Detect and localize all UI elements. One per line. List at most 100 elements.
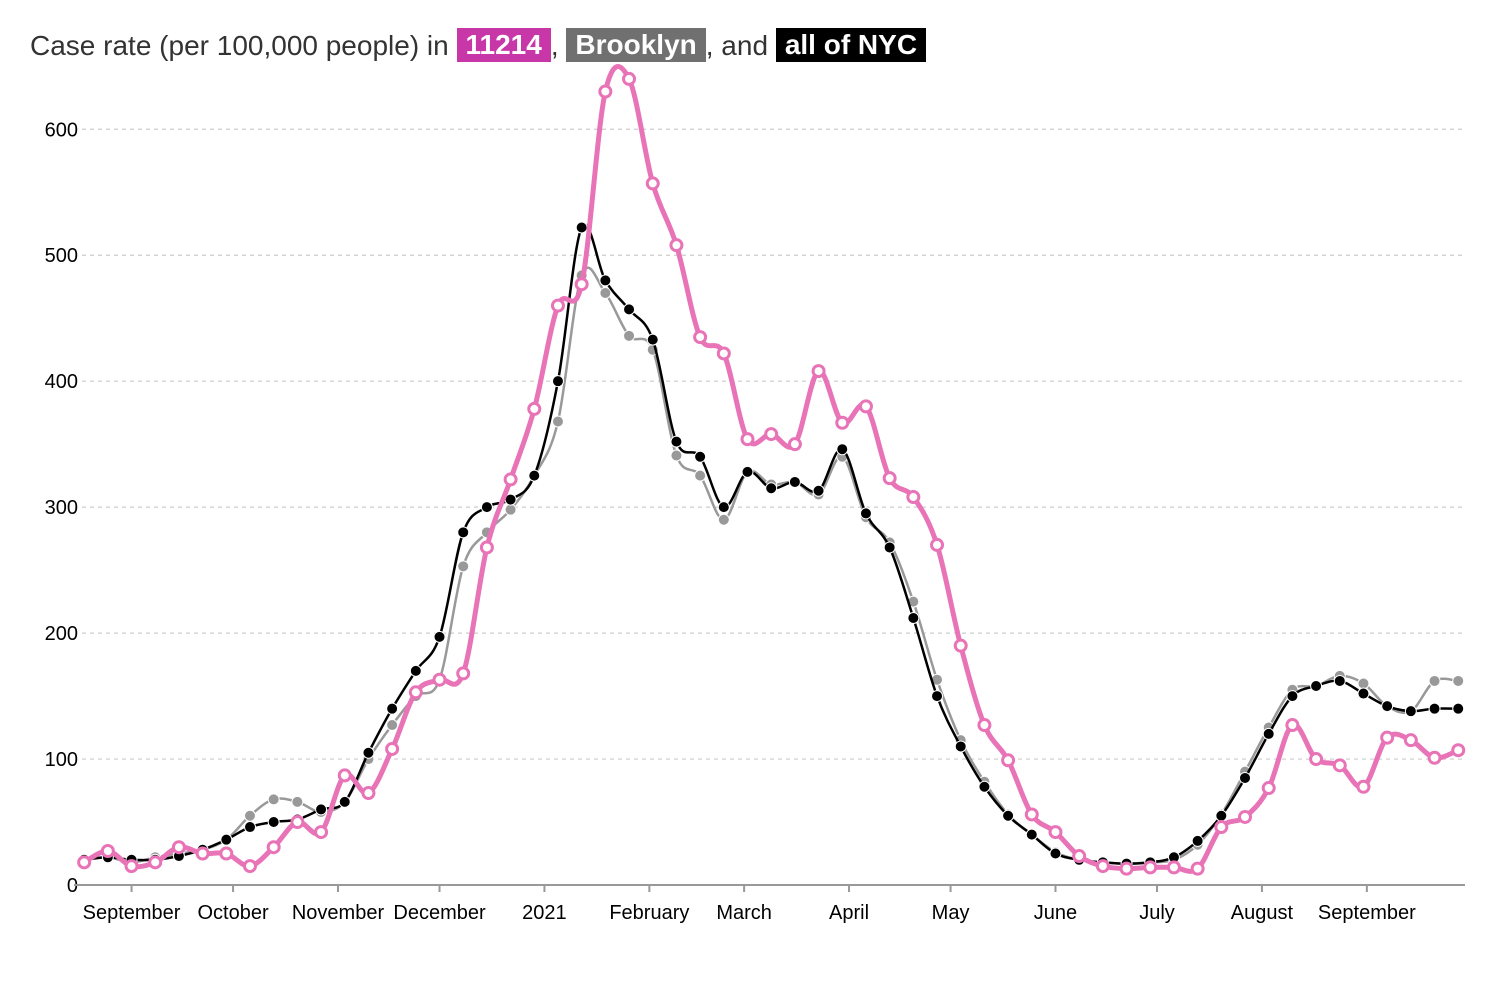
- data-point-nyc: [551, 375, 564, 388]
- data-point-zip-11214: [716, 346, 731, 361]
- city-badge: all of NYC: [775, 28, 927, 62]
- data-point-zip-11214: [266, 840, 281, 855]
- data-point-zip-11214: [527, 401, 542, 416]
- x-tick-label: May: [932, 902, 970, 924]
- y-tick-label: 200: [45, 623, 78, 645]
- data-point-brooklyn: [243, 809, 256, 822]
- data-point-nyc: [1428, 702, 1441, 715]
- data-point-nyc: [694, 450, 707, 463]
- data-point-nyc: [220, 833, 233, 846]
- data-point-zip-11214: [314, 825, 329, 840]
- data-point-zip-11214: [740, 432, 755, 447]
- data-point-nyc: [717, 501, 730, 514]
- y-tick-label: 300: [45, 497, 78, 519]
- data-point-brooklyn: [1357, 677, 1370, 690]
- zip-badge: 11214: [456, 28, 551, 62]
- data-point-nyc: [267, 816, 280, 829]
- data-point-nyc: [433, 630, 446, 643]
- y-tick-label: 0: [67, 875, 78, 897]
- data-point-brooklyn: [267, 793, 280, 806]
- data-point-zip-11214: [1356, 779, 1371, 794]
- y-tick-label: 400: [45, 371, 78, 393]
- data-point-zip-11214: [598, 84, 613, 99]
- data-point-zip-11214: [1451, 743, 1466, 758]
- data-point-zip-11214: [1001, 753, 1016, 768]
- data-point-zip-11214: [124, 859, 139, 874]
- data-point-nyc: [1333, 674, 1346, 687]
- data-point-nyc: [623, 303, 636, 316]
- data-point-nyc: [931, 690, 944, 703]
- y-tick-label: 500: [45, 245, 78, 267]
- data-point-zip-11214: [622, 71, 637, 86]
- x-axis: September October November December 2021 Febr…: [83, 885, 1416, 924]
- data-point-brooklyn: [694, 469, 707, 482]
- data-point-brooklyn: [670, 449, 683, 462]
- data-point-zip-11214: [1190, 861, 1205, 876]
- data-point-zip-11214: [432, 672, 447, 687]
- data-point-zip-11214: [977, 718, 992, 733]
- data-point-brooklyn: [599, 287, 612, 300]
- data-point-nyc: [883, 541, 896, 554]
- data-point-nyc: [362, 746, 375, 759]
- data-point-zip-11214: [645, 176, 660, 191]
- data-point-zip-11214: [764, 427, 779, 442]
- data-point-nyc: [646, 333, 659, 346]
- data-point-zip-11214: [1143, 860, 1158, 875]
- data-point-nyc: [1049, 847, 1062, 860]
- data-point-nyc: [599, 274, 612, 287]
- data-point-zip-11214: [408, 685, 423, 700]
- x-tick-label: December: [393, 902, 486, 924]
- data-point-brooklyn: [457, 560, 470, 573]
- data-point-zip-11214: [550, 298, 565, 313]
- x-tick-label: September: [83, 902, 181, 924]
- data-point-nyc: [859, 507, 872, 520]
- data-point-zip-11214: [219, 846, 234, 861]
- x-tick-label: November: [292, 902, 385, 924]
- data-point-nyc: [788, 475, 801, 488]
- data-point-brooklyn: [623, 329, 636, 342]
- data-point-zip-11214: [479, 540, 494, 555]
- data-point-nyc: [1381, 700, 1394, 713]
- data-point-brooklyn: [1452, 674, 1465, 687]
- data-point-zip-11214: [1214, 820, 1229, 835]
- data-point-zip-11214: [574, 277, 589, 292]
- data-point-zip-11214: [1380, 730, 1395, 745]
- data-point-zip-11214: [669, 238, 684, 253]
- data-point-nyc: [1215, 809, 1228, 822]
- data-point-zip-11214: [1238, 809, 1253, 824]
- x-tick-label: September: [1318, 902, 1416, 924]
- series-brooklyn: [78, 266, 1465, 870]
- data-point-nyc: [1002, 809, 1015, 822]
- chart-title: Case rate (per 100,000 people) in 11214,…: [30, 26, 927, 66]
- title-sep-1: ,: [550, 30, 559, 61]
- data-point-brooklyn: [386, 719, 399, 732]
- title-sep-2: , and: [705, 30, 769, 61]
- data-point-nyc: [670, 435, 683, 448]
- data-point-zip-11214: [1166, 860, 1181, 875]
- data-point-nyc: [1357, 687, 1370, 700]
- data-point-zip-11214: [1048, 825, 1063, 840]
- data-point-brooklyn: [1428, 674, 1441, 687]
- data-point-zip-11214: [77, 855, 92, 870]
- series-zip-11214: [77, 64, 1466, 876]
- data-point-zip-11214: [1309, 752, 1324, 767]
- data-point-zip-11214: [195, 846, 210, 861]
- data-point-zip-11214: [1427, 750, 1442, 765]
- data-point-zip-11214: [1119, 861, 1134, 876]
- x-tick-label: June: [1034, 902, 1077, 924]
- data-point-nyc: [1452, 702, 1465, 715]
- data-point-brooklyn: [551, 415, 564, 428]
- x-tick-label: February: [609, 902, 689, 924]
- data-point-nyc: [1262, 727, 1275, 740]
- y-tick-label: 100: [45, 749, 78, 771]
- data-point-zip-11214: [1072, 849, 1087, 864]
- x-tick-label: July: [1139, 902, 1175, 924]
- data-point-nyc: [812, 484, 825, 497]
- series-nyc: [78, 221, 1465, 870]
- data-point-zip-11214: [693, 330, 708, 345]
- data-point-zip-11214: [171, 840, 186, 855]
- y-axis: 0 100 200 300 400 500 600: [45, 119, 78, 897]
- data-point-zip-11214: [811, 364, 826, 379]
- data-point-nyc: [409, 664, 422, 677]
- data-point-zip-11214: [930, 537, 945, 552]
